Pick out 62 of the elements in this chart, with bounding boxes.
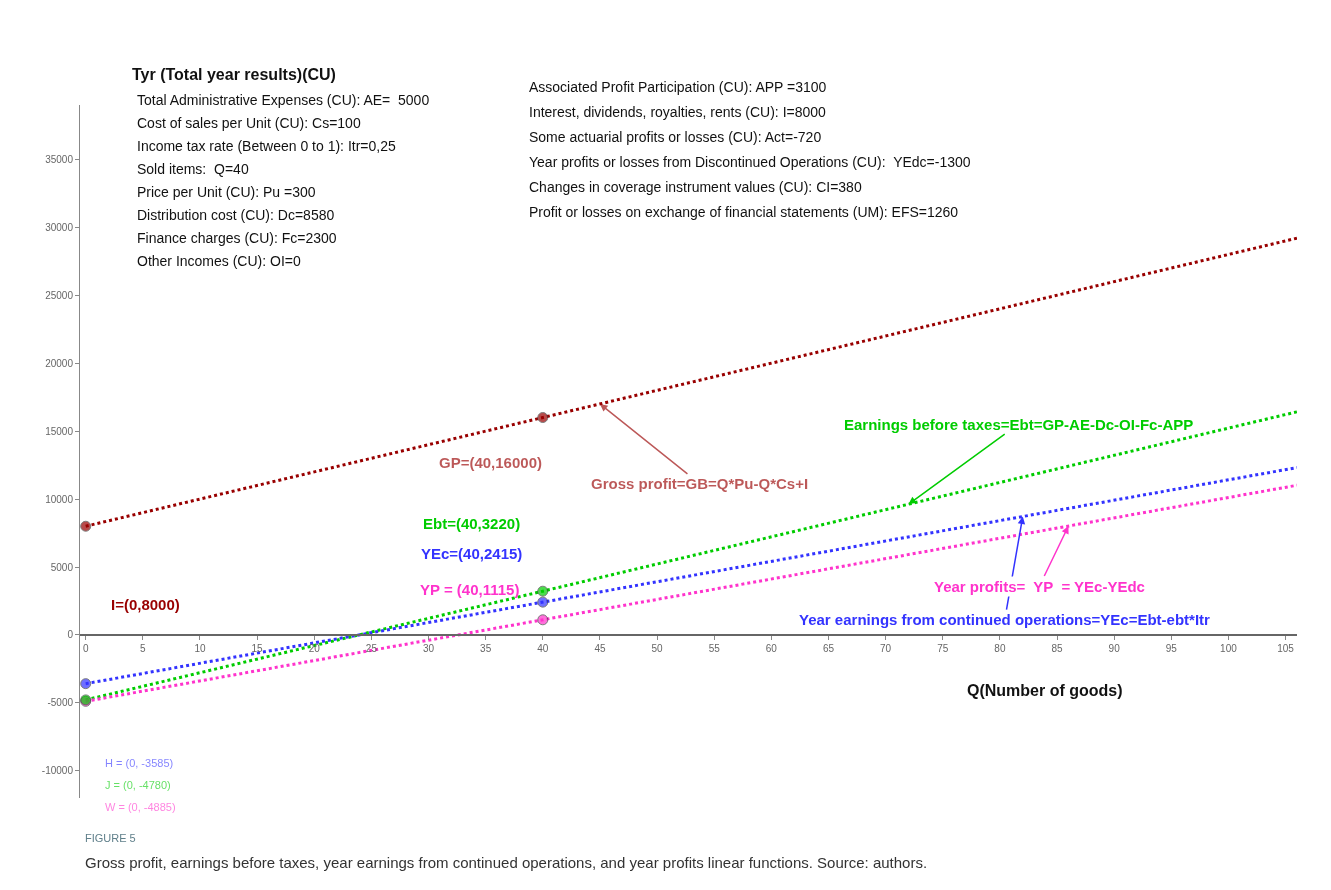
annotation: Income tax rate (Between 0 to 1): Itr=0,25 <box>137 138 396 154</box>
annotation: J = (0, -4780) <box>105 779 171 791</box>
annotation: I=(0,8000) <box>111 596 180 613</box>
x-tick-label: 90 <box>1108 642 1121 654</box>
x-tick-label: 95 <box>1165 642 1178 654</box>
x-tick-label: 5 <box>140 642 147 654</box>
annotation: GP=(40,16000) <box>439 454 542 471</box>
x-tick-label: 50 <box>651 642 664 654</box>
x-tick-label: 45 <box>594 642 606 654</box>
text: Associated Profit Participation (CU): APP =3100 <box>529 79 827 95</box>
x-tick-label: 10 <box>194 642 206 654</box>
x-tick-label: 75 <box>937 642 949 654</box>
y-tick-label: -5000 <box>47 697 74 709</box>
x-tick-label: 65 <box>822 642 835 654</box>
y-tick-label: 15000 <box>45 425 74 437</box>
x-tick-label: 80 <box>994 642 1006 654</box>
annotation: H = (0, -3585) <box>105 757 174 769</box>
annotation: Cost of sales per Unit (CU): Cs=100 <box>137 115 361 131</box>
annotation: Earnings before taxes=Ebt=GP-AE-Dc-OI-Fc-APP <box>844 416 1194 433</box>
annotation: Year profits or losses from Discontinued Operations (CU): YEdc=-1300 <box>529 154 971 170</box>
annotation: Sold items: Q=40 <box>137 161 249 177</box>
y-axis-title: Tyr (Total year results)(CU) <box>132 66 336 83</box>
x-tick-label: 25 <box>365 642 378 654</box>
annotation: Finance charges (CU): Fc=2300 <box>137 230 337 246</box>
annotation: Changes in coverage instrument values (CU): CI=380 <box>529 179 862 195</box>
text: Gross profit, earnings before taxes, year earnings from continued operations, and year profits linear functions. Source: authors. <box>85 854 928 871</box>
x-tick-label: 85 <box>1051 642 1064 654</box>
annotation: YP = (40,1115) <box>420 581 520 598</box>
annotation: Some actuarial profits or losses (CU): Act=-720 <box>529 129 822 145</box>
annotation: Year profits= YP = YEc-YEdc <box>934 578 1145 595</box>
x-tick-label: 100 <box>1220 642 1238 654</box>
annotation: Gross profit=GB=Q*Pu-Q*Cs+I <box>591 475 809 492</box>
annotation: YEc=(40,2415) <box>421 545 523 562</box>
y-tick-label: 20000 <box>45 357 74 369</box>
annotation: Other Incomes (CU): OI=0 <box>137 253 301 269</box>
x-tick-label: 0 <box>82 642 89 654</box>
annotation: Profit or losses on exchange of financial statements (UM): EFS=1260 <box>529 204 959 220</box>
annotation: Ebt=(40,3220) <box>423 515 521 532</box>
y-tick-label: 30000 <box>45 221 74 233</box>
y-tick-label: 35000 <box>45 153 74 165</box>
y-tick-label: -10000 <box>41 765 74 777</box>
x-tick-label: 60 <box>765 642 778 654</box>
y-tick-label: 5000 <box>50 561 74 573</box>
y-tick-label: 0 <box>67 629 74 641</box>
y-tick-label: 25000 <box>45 289 74 301</box>
x-tick-label: 30 <box>422 642 435 654</box>
x-tick-label: 40 <box>537 642 549 654</box>
annotation: Interest, dividends, royalties, rents (CU): I=8000 <box>529 104 827 120</box>
text: W = (0, -4885) <box>105 801 176 813</box>
caption: FIGURE 5 <box>85 832 136 844</box>
x-tick-label: 35 <box>480 642 492 654</box>
x-tick-label: 20 <box>308 642 321 654</box>
annotation: Distribution cost (CU): Dc=8580 <box>137 207 335 223</box>
annotation: Year earnings from continued operations=YEc=Ebt-ebt*Itr <box>799 611 1211 628</box>
x-axis-title: Q(Number of goods) <box>967 682 1123 699</box>
y-tick-label: 10000 <box>45 493 74 505</box>
x-tick-label: 70 <box>880 642 892 654</box>
annotation: Total Administrative Expenses (CU): AE= 5000 <box>137 92 430 108</box>
x-tick-label: 55 <box>708 642 721 654</box>
annotation: Price per Unit (CU): Pu =300 <box>137 184 316 200</box>
x-tick-label: 15 <box>251 642 264 654</box>
x-tick-label: 105 <box>1277 642 1295 654</box>
